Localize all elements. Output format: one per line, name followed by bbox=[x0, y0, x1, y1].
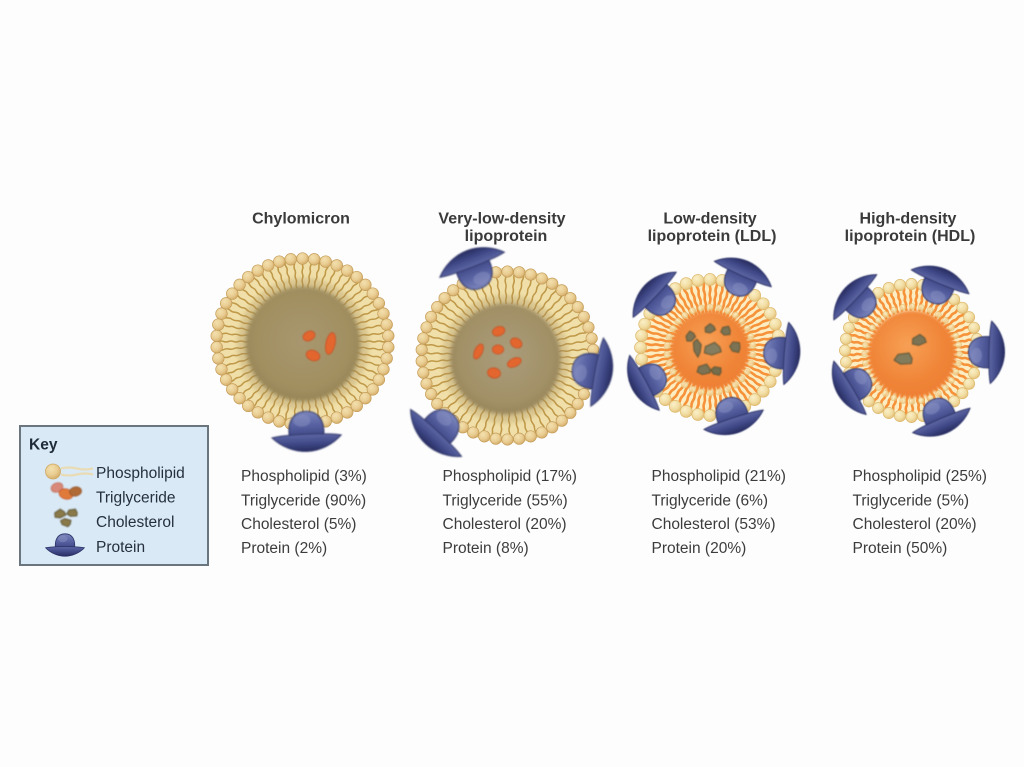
svg-text:Protein: Protein bbox=[96, 539, 145, 556]
svg-text:Protein (20%): Protein (20%) bbox=[652, 540, 747, 557]
svg-text:Triglyceride (55%): Triglyceride (55%) bbox=[443, 492, 568, 509]
svg-text:Triglyceride (5%): Triglyceride (5%) bbox=[853, 492, 970, 509]
svg-text:High-density: High-density bbox=[860, 211, 957, 228]
svg-text:lipoprotein (HDL): lipoprotein (HDL) bbox=[845, 228, 976, 245]
svg-text:Phospholipid (17%): Phospholipid (17%) bbox=[443, 468, 577, 485]
svg-text:Phospholipid (25%): Phospholipid (25%) bbox=[853, 468, 987, 485]
svg-text:Chylomicron: Chylomicron bbox=[252, 211, 350, 228]
svg-text:Cholesterol (20%): Cholesterol (20%) bbox=[443, 516, 567, 533]
svg-text:Key: Key bbox=[29, 437, 58, 454]
svg-text:Cholesterol (53%): Cholesterol (53%) bbox=[652, 516, 776, 533]
svg-text:Triglyceride: Triglyceride bbox=[96, 490, 176, 507]
svg-text:Protein (8%): Protein (8%) bbox=[443, 540, 529, 557]
svg-text:Cholesterol (20%): Cholesterol (20%) bbox=[853, 516, 977, 533]
svg-text:lipoprotein: lipoprotein bbox=[465, 228, 548, 245]
svg-text:Phospholipid: Phospholipid bbox=[96, 465, 185, 482]
svg-text:Protein (2%): Protein (2%) bbox=[241, 540, 327, 557]
svg-text:Low-density: Low-density bbox=[663, 211, 756, 228]
svg-text:Protein (50%): Protein (50%) bbox=[853, 540, 948, 557]
svg-text:Triglyceride (90%): Triglyceride (90%) bbox=[241, 492, 366, 509]
svg-text:lipoprotein (LDL): lipoprotein (LDL) bbox=[648, 228, 777, 245]
svg-text:Cholesterol (5%): Cholesterol (5%) bbox=[241, 516, 356, 533]
svg-text:Phospholipid (21%): Phospholipid (21%) bbox=[652, 468, 786, 485]
svg-text:Very-low-density: Very-low-density bbox=[438, 211, 565, 228]
svg-text:Cholesterol: Cholesterol bbox=[96, 514, 174, 531]
svg-text:Triglyceride (6%): Triglyceride (6%) bbox=[652, 492, 769, 509]
svg-text:Phospholipid (3%): Phospholipid (3%) bbox=[241, 468, 367, 485]
